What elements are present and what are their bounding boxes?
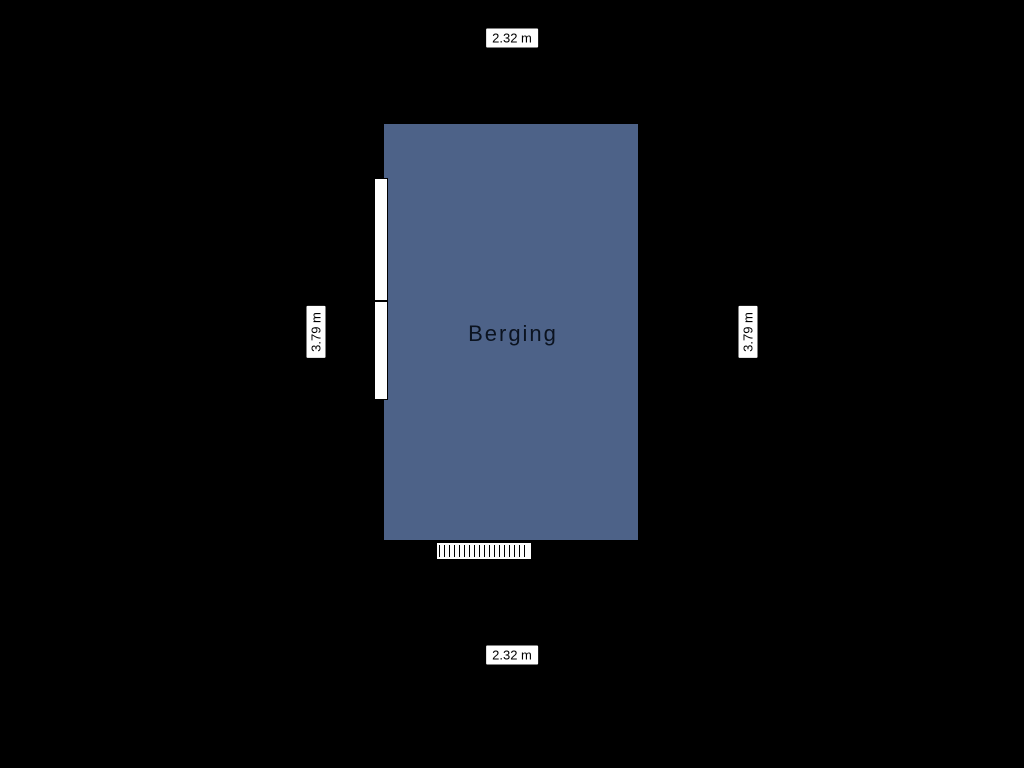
dimension-label-left: 3.79 m [306,305,327,359]
dimension-label-bottom: 2.32 m [485,645,539,666]
dimension-label-top: 2.32 m [485,28,539,49]
dimension-label-right: 3.79 m [738,305,759,359]
door-hatching [439,545,529,557]
window-mullion [375,300,387,302]
room-berging: Berging [382,122,640,542]
window-left [374,178,388,400]
room-label: Berging [468,321,558,347]
floorplan-stage: Berging 2.32 m 2.32 m 3.79 m 3.79 m [0,0,1024,768]
door-bottom [436,542,532,560]
